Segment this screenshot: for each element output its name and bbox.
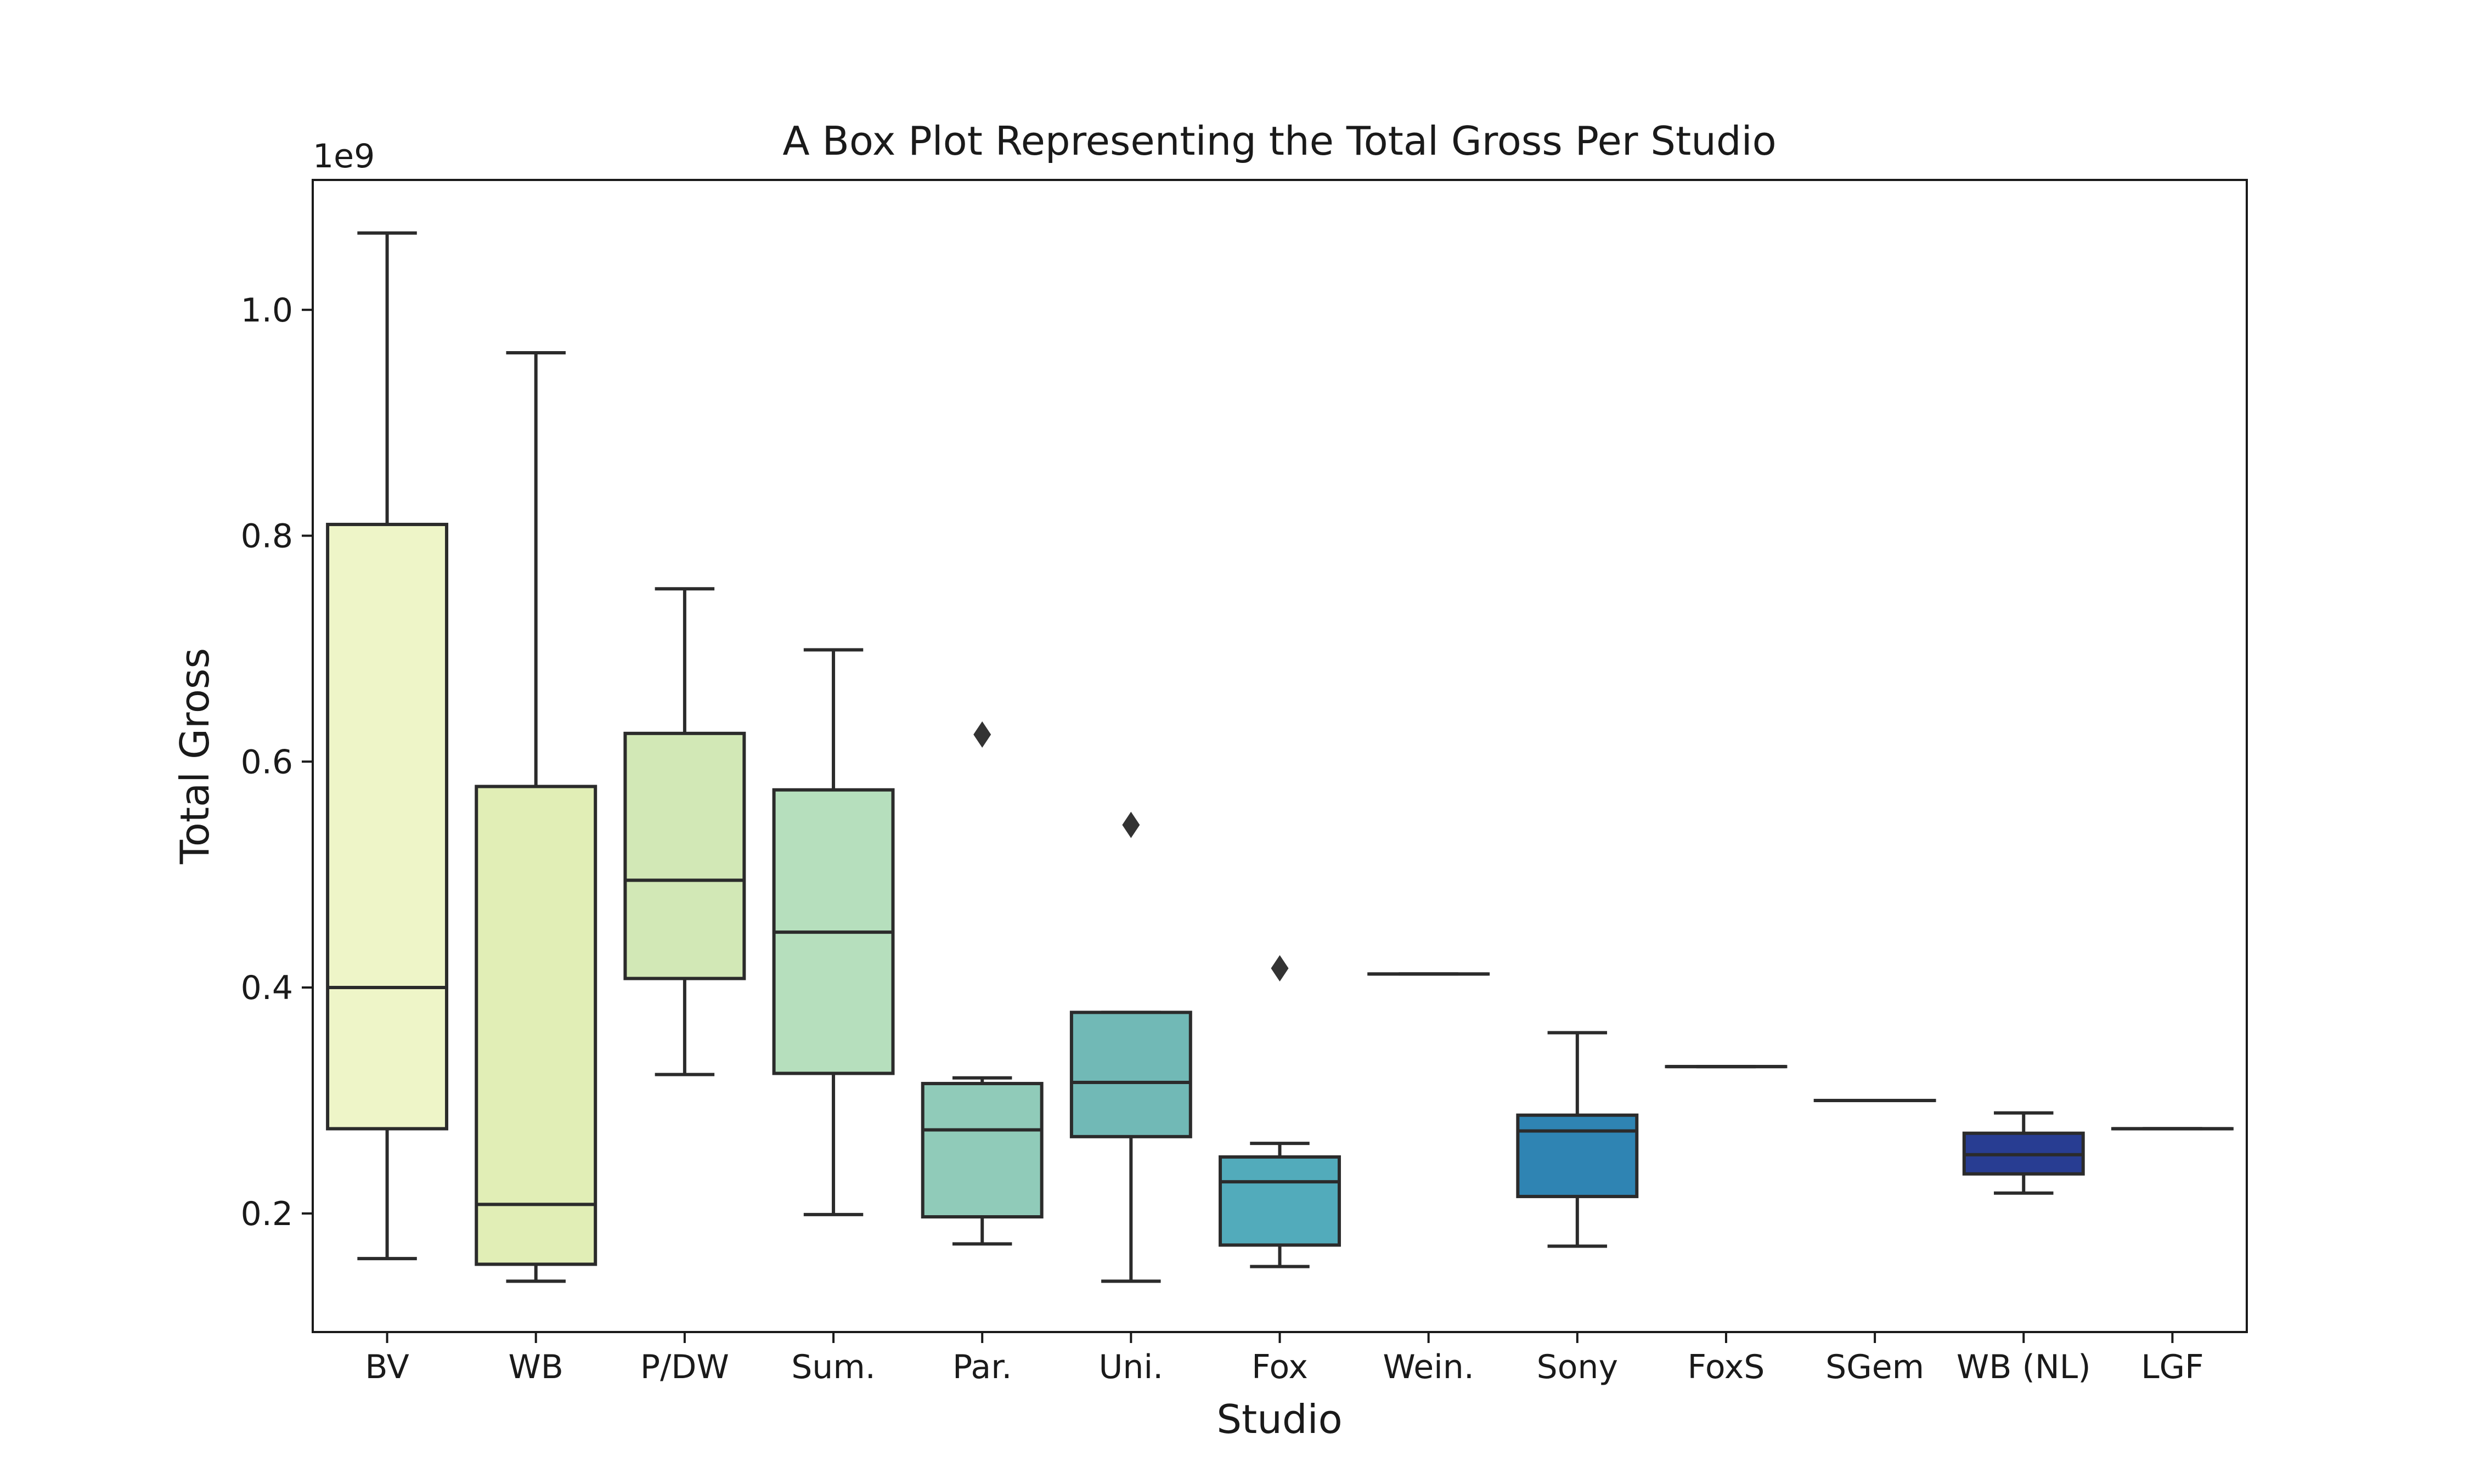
y-tick-label: 0.8 bbox=[241, 517, 293, 556]
x-tick-label: FoxS bbox=[1688, 1348, 1765, 1386]
y-offset-label: 1e9 bbox=[313, 137, 375, 176]
x-tick-label: Par. bbox=[952, 1348, 1012, 1386]
x-tick-label: WB bbox=[508, 1348, 563, 1386]
box-par bbox=[923, 1084, 1042, 1217]
y-axis-label: Total Gross bbox=[172, 648, 218, 865]
x-tick-label: Wein. bbox=[1383, 1348, 1474, 1386]
y-tick-label: 0.4 bbox=[241, 969, 293, 1007]
x-tick-label: BV bbox=[365, 1348, 409, 1386]
box-bv bbox=[328, 524, 447, 1128]
x-axis-label: Studio bbox=[1216, 1396, 1342, 1442]
x-tick-label: WB (NL) bbox=[1957, 1348, 2091, 1386]
box-wb bbox=[476, 787, 595, 1265]
chart-title: A Box Plot Representing the Total Gross … bbox=[782, 118, 1776, 164]
y-tick-label: 1.0 bbox=[241, 291, 293, 330]
x-tick-label: Sum. bbox=[791, 1348, 876, 1386]
box-p-dw bbox=[625, 733, 744, 979]
x-tick-label: LGF bbox=[2141, 1348, 2203, 1386]
box-fox bbox=[1220, 1157, 1339, 1245]
x-tick-label: Sony bbox=[1537, 1348, 1618, 1386]
x-tick-label: P/DW bbox=[640, 1348, 729, 1386]
y-tick-label: 0.6 bbox=[241, 743, 293, 781]
x-tick-label: Fox bbox=[1252, 1348, 1308, 1386]
box-sony bbox=[1518, 1115, 1637, 1197]
y-tick-label: 0.2 bbox=[241, 1195, 293, 1233]
x-tick-label: SGem bbox=[1825, 1348, 1924, 1386]
x-tick-label: Uni. bbox=[1099, 1348, 1164, 1386]
box-uni bbox=[1072, 1012, 1191, 1136]
